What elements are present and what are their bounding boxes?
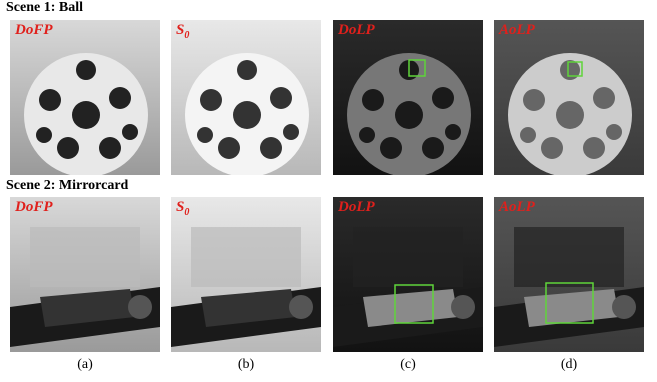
label-subscript: 0 [184,207,189,218]
panel-label: DoFP [15,22,53,39]
figure: Scene 1: Ball Scene 2: Mirrorcard DoFP S0… [0,0,657,382]
image-panel: S0 [171,20,321,175]
caption: (a) [65,357,105,373]
label-text: AoLP [499,22,535,38]
panel-label: DoLP [338,22,375,39]
image-panel: AoLP [494,197,644,352]
image-panel: DoFP [10,20,160,175]
panel-label: S0 [176,199,189,218]
image-panel: DoLP [333,20,483,175]
image-panel: DoLP [333,197,483,352]
image [10,197,160,352]
image [333,20,483,175]
panel-label: S0 [176,22,189,41]
image [333,197,483,352]
caption: (c) [388,357,428,373]
panel-label: DoLP [338,199,375,216]
label-text: DoLP [338,199,375,215]
label-text: DoLP [338,22,375,38]
caption: (d) [549,357,589,373]
image [171,197,321,352]
image [171,20,321,175]
image-panel: AoLP [494,20,644,175]
label-text: AoLP [499,199,535,215]
image [10,20,160,175]
panel-label: DoFP [15,199,53,216]
caption: (b) [226,357,266,373]
image-panel: DoFP [10,197,160,352]
panel-label: AoLP [499,22,535,39]
scene-title: Scene 2: Mirrorcard [6,178,128,194]
image [494,197,644,352]
image [494,20,644,175]
image-panel: S0 [171,197,321,352]
label-text: DoFP [15,22,53,38]
panel-label: AoLP [499,199,535,216]
label-text: DoFP [15,199,53,215]
scene-title: Scene 1: Ball [6,0,83,16]
label-subscript: 0 [184,30,189,41]
